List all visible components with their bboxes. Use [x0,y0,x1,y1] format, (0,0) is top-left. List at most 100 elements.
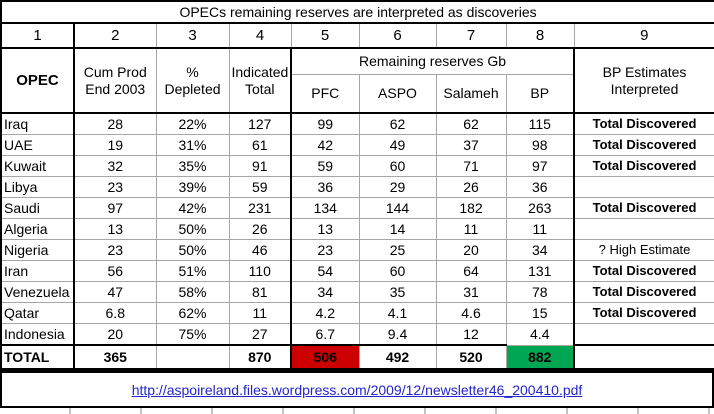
cell: 81 [228,281,292,303]
col-number-2: 2 [73,22,157,49]
gridline-ticks [0,408,714,414]
total-bp-highlighted: 882 [505,344,575,370]
cell: 12 [435,323,507,346]
cell: 99 [290,112,360,135]
table-row: Algeria 13 50% 26 13 14 11 11 [0,218,714,240]
header-aspo: ASPO [358,74,437,114]
col-number-3: 3 [155,22,230,49]
col-number-8: 8 [505,22,575,49]
cell: 71 [435,155,507,177]
cell: 110 [228,260,292,282]
cell: 134 [290,197,360,219]
row-label: Libya [0,176,75,198]
cell: 42% [155,197,230,219]
header-opec: OPEC [0,47,75,114]
cell: 54 [290,260,360,282]
cell: 42 [290,134,360,156]
col-number-7: 7 [435,22,507,49]
table-row: Iraq 28 22% 127 99 62 62 115 Total Disco… [0,112,714,135]
cell: 61 [228,134,292,156]
total-pfc-highlighted: 506 [290,344,360,370]
cell: 22% [155,112,230,135]
cell: 32 [73,155,157,177]
table-row: Libya 23 39% 59 36 29 26 36 [0,176,714,198]
cell: 31 [435,281,507,303]
cell: 34 [290,281,360,303]
cell: 13 [290,218,360,240]
cell: 4.4 [505,323,575,346]
cell: 11 [505,218,575,240]
cell: 56 [73,260,157,282]
cell: 60 [358,260,437,282]
row-label: Venezuela [0,281,75,303]
cell: 131 [505,260,575,282]
cell: 75% [155,323,230,346]
note-cell: Total Discovered [572,281,714,303]
total-cum-prod: 365 [73,344,157,370]
header-salameh: Salameh [435,74,507,114]
cell: 64 [435,260,507,282]
cell: 37 [435,134,507,156]
cell: 35 [358,281,437,303]
col-number-5: 5 [290,22,360,49]
source-link[interactable]: http://aspoireland.files.wordpress.com/2… [131,381,583,398]
table-row: Nigeria 23 50% 46 23 25 20 34 ? High Est… [0,239,714,261]
cell: 20 [73,323,157,346]
header-indicated-total: Indicated Total [228,47,292,114]
row-label: Iran [0,260,75,282]
cell: 26 [435,176,507,198]
note-cell [572,218,714,240]
table-row: Qatar 6.8 62% 11 4.2 4.1 4.6 15 Total Di… [0,302,714,324]
cell: 46 [228,239,292,261]
cell: 51% [155,260,230,282]
note-cell: Total Discovered [572,260,714,282]
cell: 9.4 [358,323,437,346]
table-row: Indonesia 20 75% 27 6.7 9.4 12 4.4 [0,323,714,346]
cell: 62 [435,112,507,135]
row-label: Iraq [0,112,75,135]
table-title: OPECs remaining reserves are interpreted… [0,0,714,24]
note-cell: Total Discovered [572,134,714,156]
cell: 31% [155,134,230,156]
cell: 20 [435,239,507,261]
cell: 26 [228,218,292,240]
total-indicated: 870 [228,344,292,370]
row-label: Nigeria [0,239,75,261]
cell: 14 [358,218,437,240]
note-cell: Total Discovered [572,112,714,135]
col-number-6: 6 [358,22,437,49]
table-row: Venezuela 47 58% 81 34 35 31 78 Total Di… [0,281,714,303]
header-bp: BP [505,74,575,114]
header-pfc: PFC [290,74,360,114]
row-label: Qatar [0,302,75,324]
cell: 11 [228,302,292,324]
row-label: Algeria [0,218,75,240]
total-aspo: 492 [358,344,437,370]
table-row: UAE 19 31% 61 42 49 37 98 Total Discover… [0,134,714,156]
note-cell: Total Discovered [572,155,714,177]
header-pct-depleted: % Depleted [155,47,230,114]
cell: 182 [435,197,507,219]
total-depleted [155,344,230,370]
total-salameh: 520 [435,344,507,370]
cell: 6.7 [290,323,360,346]
cell: 19 [73,134,157,156]
cell: 91 [228,155,292,177]
cell: 11 [435,218,507,240]
total-label: TOTAL [0,344,75,370]
opec-reserves-table: OPECs remaining reserves are interpreted… [0,0,714,370]
note-cell: ? High Estimate [572,239,714,261]
row-label: UAE [0,134,75,156]
cell: 23 [73,176,157,198]
note-cell: Total Discovered [572,302,714,324]
cell: 115 [505,112,575,135]
row-label: Indonesia [0,323,75,346]
cell: 62% [155,302,230,324]
cell: 62 [358,112,437,135]
table-row: Saudi 97 42% 231 134 144 182 263 Total D… [0,197,714,219]
note-cell [572,323,714,346]
cell: 25 [358,239,437,261]
cell: 231 [228,197,292,219]
cell: 263 [505,197,575,219]
cell: 50% [155,218,230,240]
